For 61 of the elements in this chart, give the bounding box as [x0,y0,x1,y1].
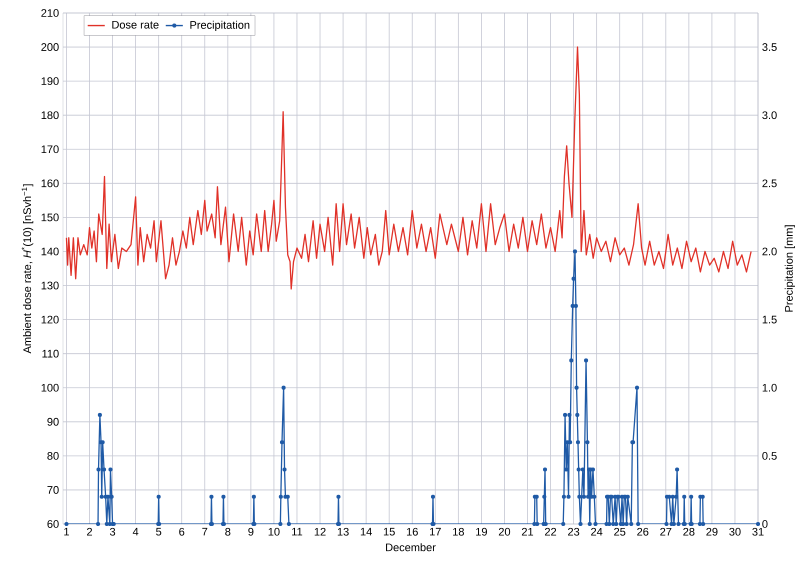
x-tick-label: 2 [87,528,92,536]
x-tick-label: 17 [430,528,441,536]
x-tick-label: 12 [314,528,326,536]
y-tick-label: 110 [42,350,59,358]
y-tick-label: 80 [47,452,59,460]
y-tick-label: 90 [47,418,59,426]
x-tick-label: 23 [568,528,580,536]
y-tick-label: 200 [41,43,59,51]
y-tick-label: 60 [47,520,59,528]
x-tick-label: 15 [384,528,395,536]
line-series [66,46,752,290]
y-tick-label: 70 [47,486,59,494]
legend-label: Precipitation [190,20,250,31]
y-tick-label: 120 [42,316,59,324]
y-tick-label: 160 [42,179,59,188]
y2-axis-title: Precipitation [mm] [784,225,795,312]
y2-tick-label: 0.5 [762,452,777,460]
x-tick-label: 26 [637,528,648,536]
x-tick-label: 24 [591,528,602,536]
y-tick-label: 210 [41,9,59,17]
x-tick-label: 4 [132,528,138,536]
x-tick-label: 19 [476,528,487,536]
x-tick-label: 3 [110,528,116,536]
x-tick-label: 14 [360,528,372,536]
x-tick-label: 30 [729,528,741,536]
x-tick-label: 25 [614,528,626,536]
x-tick-label: 27 [660,528,672,536]
x-tick-label: 11 [292,528,302,536]
x-tick-label: 31 [752,528,764,536]
y2-tick-label: 3.5 [762,43,777,51]
legend-label: Dose rate [112,20,159,29]
y2-tick-label: 2.0 [762,248,777,256]
y2-tick-label: 2.5 [762,179,777,188]
y-axis-title: Ambient dose rate, H$^{*}$(10) [nSvh$^{−1}$] [22,184,34,354]
x-tick-label: 6 [179,528,184,536]
x-tick-label: 18 [453,528,464,536]
x-tick-label: 29 [706,528,718,536]
x-tick-label: 20 [498,528,510,536]
y2-tick-label: 0 [762,520,768,528]
y2-tick-label: 3.0 [762,111,777,120]
y-tick-label: 150 [42,214,59,222]
y-tick-label: 170 [42,145,59,154]
x-tick-label: 13 [338,528,349,536]
x-tick-label: 16 [406,528,418,536]
y2-tick-label: 1.5 [762,316,777,324]
y-tick-label: 180 [42,111,59,120]
x-tick-label: 8 [225,528,230,536]
x-tick-label: 1 [64,528,69,536]
x-tick-label: 5 [156,528,162,536]
y-tick-label: 100 [42,384,59,392]
x-axis-title: December [386,543,436,552]
x-tick-label: 21 [522,528,534,536]
y-tick-label: 130 [42,282,59,290]
y2-tick-label: 1.0 [762,384,777,392]
x-tick-label: 7 [202,528,208,536]
y-tick-label: 190 [42,77,59,86]
x-tick-label: 9 [248,528,254,536]
y-tick-label: 140 [42,248,59,256]
x-tick-label: 10 [268,528,280,536]
x-tick-label: 28 [683,528,694,536]
x-tick-label: 22 [544,528,556,536]
